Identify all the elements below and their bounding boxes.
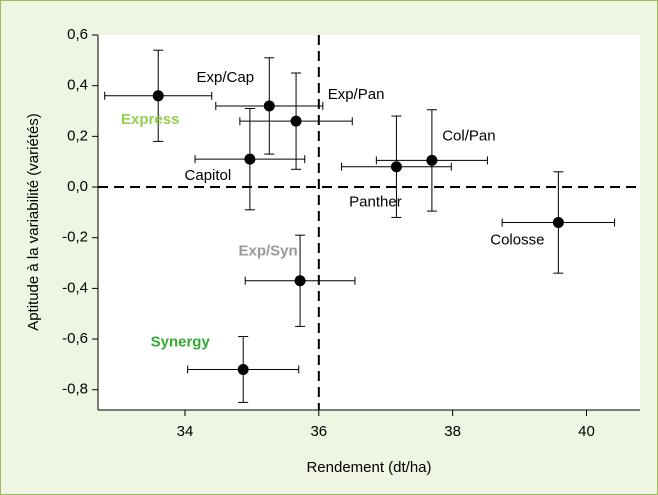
y-tick-label: 0,2	[67, 127, 88, 144]
y-tick-label: -0,6	[62, 330, 88, 347]
point-label: Exp/Pan	[328, 86, 385, 103]
point	[294, 275, 306, 287]
y-axis-label: Aptitude à la variabilité (variétés)	[25, 113, 42, 331]
point	[426, 154, 438, 166]
y-tick-label: 0,4	[67, 77, 88, 94]
point-label: Exp/Syn	[238, 243, 297, 260]
point	[237, 363, 249, 375]
point	[290, 115, 302, 127]
x-tick-label: 36	[310, 423, 327, 440]
point	[263, 100, 275, 112]
y-tick-label: 0,0	[67, 178, 88, 195]
y-tick-label: 0,6	[67, 26, 88, 43]
point	[152, 90, 164, 102]
y-tick-label: -0,8	[62, 381, 88, 398]
x-tick-label: 34	[177, 423, 194, 440]
y-tick-label: -0,2	[62, 229, 88, 246]
point-label: Capitol	[185, 167, 232, 184]
point	[390, 161, 402, 173]
point-label: Col/Pan	[442, 127, 495, 144]
point-label: Colosse	[490, 231, 544, 248]
point-label: Exp/Cap	[197, 69, 255, 86]
point-label: Express	[121, 111, 179, 128]
x-axis-label: Rendement (dt/ha)	[306, 459, 431, 476]
x-tick-label: 38	[444, 423, 461, 440]
point	[552, 217, 564, 228]
point	[244, 153, 256, 165]
x-tick-label: 40	[578, 423, 595, 440]
point-label: Panther	[349, 194, 402, 211]
y-tick-label: -0,4	[62, 279, 88, 296]
point-label: Synergy	[151, 333, 211, 350]
